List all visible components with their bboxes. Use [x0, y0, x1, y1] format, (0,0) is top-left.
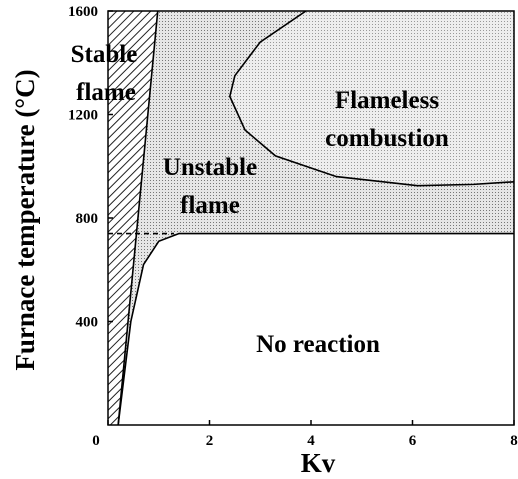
- y-tick-label: 800: [76, 211, 99, 227]
- x-tick-label: 6: [409, 433, 417, 449]
- label-line: combustion: [325, 125, 449, 152]
- boundary-line: [117, 11, 159, 425]
- x-axis-title: Kv: [301, 448, 336, 478]
- label-line: Flameless: [335, 87, 439, 114]
- boundary-line: [228, 11, 514, 187]
- stable-region: [108, 11, 158, 425]
- label-line: Unstable: [163, 154, 257, 181]
- label-line: flame: [180, 192, 240, 219]
- no-reaction-region: [118, 233, 514, 425]
- boundary-line: [117, 232, 514, 425]
- y-tick-label: 1200: [68, 108, 98, 124]
- x-tick-label: 8: [510, 433, 518, 449]
- region-label: Unstable flame: [163, 154, 257, 219]
- x-tick-label: 0: [92, 433, 100, 449]
- y-axis-title: Furnace temperature (°C): [10, 69, 40, 370]
- x-tick-label: 2: [206, 433, 214, 449]
- region-label: Stable flame: [71, 41, 138, 106]
- flameless-region: [229, 11, 514, 186]
- region-label: Flameless combustion: [325, 87, 449, 152]
- x-tick-label: 4: [307, 433, 315, 449]
- y-tick-label: 1600: [68, 4, 98, 20]
- plot-area: [108, 11, 514, 425]
- y-tick-label: 400: [76, 315, 99, 331]
- region-label: No reaction: [256, 331, 380, 358]
- label-line: flame: [76, 79, 136, 106]
- label-line: Stable: [71, 41, 138, 68]
